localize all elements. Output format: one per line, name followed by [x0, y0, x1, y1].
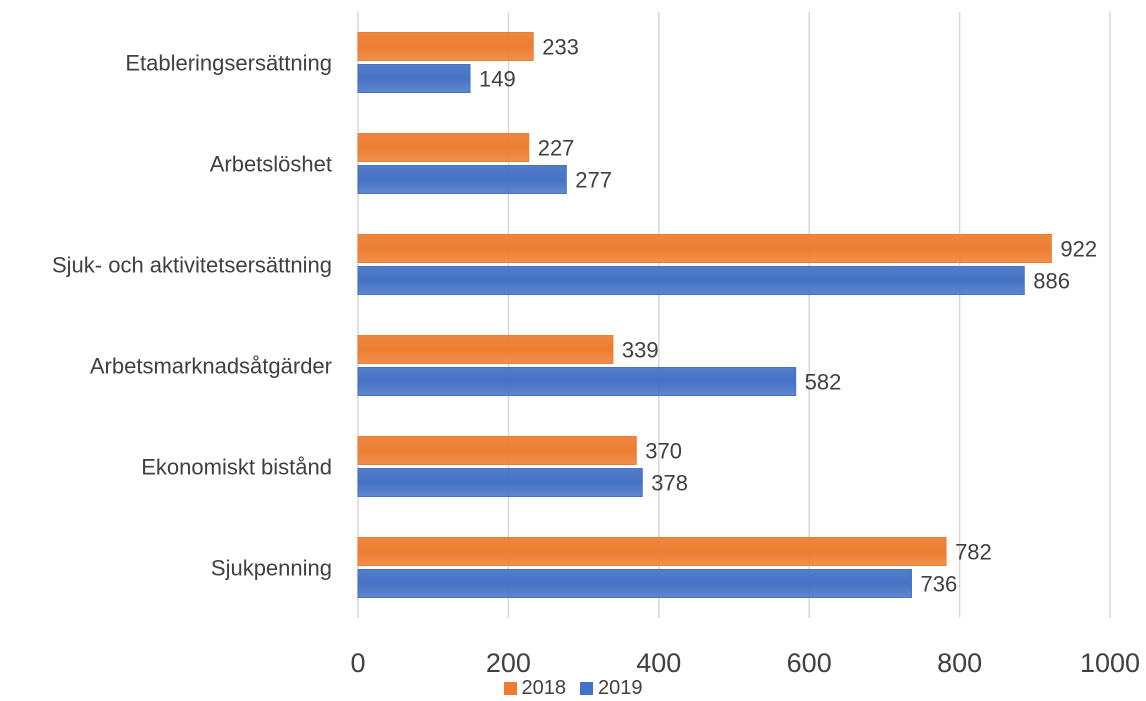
- category-label: Sjukpenning: [211, 556, 332, 581]
- bar-2018: [357, 234, 1052, 263]
- data-label-2019: 886: [1033, 269, 1070, 294]
- legend-item-2019: 2019: [580, 677, 643, 700]
- legend-swatch: [580, 681, 593, 695]
- data-label-2019: 582: [805, 370, 842, 395]
- data-label-2019: 378: [651, 471, 688, 496]
- bar-2019: [357, 569, 912, 598]
- category-label: Sjuk- och aktivitetsersättning: [52, 253, 332, 278]
- x-tick-label: 800: [937, 648, 982, 678]
- bar-2018: [357, 133, 530, 162]
- chart-legend: 2018 2019: [0, 676, 1146, 700]
- data-label-2019: 736: [920, 572, 957, 597]
- data-label-2019: 277: [575, 168, 612, 193]
- legend-item-2018: 2018: [503, 676, 567, 700]
- legend-swatch: [503, 681, 517, 695]
- category-label: Ekonomiskt bistånd: [141, 455, 332, 480]
- bar-2018: [357, 436, 637, 465]
- legend-label: 2019: [598, 676, 643, 699]
- bar-2019: [357, 165, 567, 194]
- category-label: Etableringsersättning: [125, 51, 332, 76]
- bar-2019: [357, 266, 1025, 295]
- data-label-2018: 922: [1060, 237, 1097, 262]
- x-tick-label: 600: [787, 648, 832, 678]
- legend-label: 2018: [521, 676, 567, 699]
- x-tick-label: 200: [486, 648, 531, 678]
- bar-2018: [357, 32, 534, 61]
- data-label-2018: 233: [542, 35, 579, 60]
- x-tick-label: 0: [350, 648, 365, 678]
- category-label: Arbetslöshet: [210, 152, 332, 177]
- data-label-2018: 339: [622, 338, 659, 363]
- bar-2018: [357, 335, 614, 364]
- x-tick-label: 1000: [1080, 648, 1140, 678]
- bar-2019: [357, 367, 797, 396]
- data-label-2019: 149: [479, 67, 516, 92]
- x-tick-label: 400: [636, 648, 681, 678]
- bar-2018: [357, 537, 947, 566]
- bar-2019: [357, 64, 471, 93]
- data-label-2018: 782: [955, 540, 992, 565]
- category-label: Arbetsmarknadsåtgärder: [90, 354, 332, 379]
- bar-2019: [357, 468, 643, 497]
- data-label-2018: 227: [538, 136, 575, 161]
- data-label-2018: 370: [645, 439, 682, 464]
